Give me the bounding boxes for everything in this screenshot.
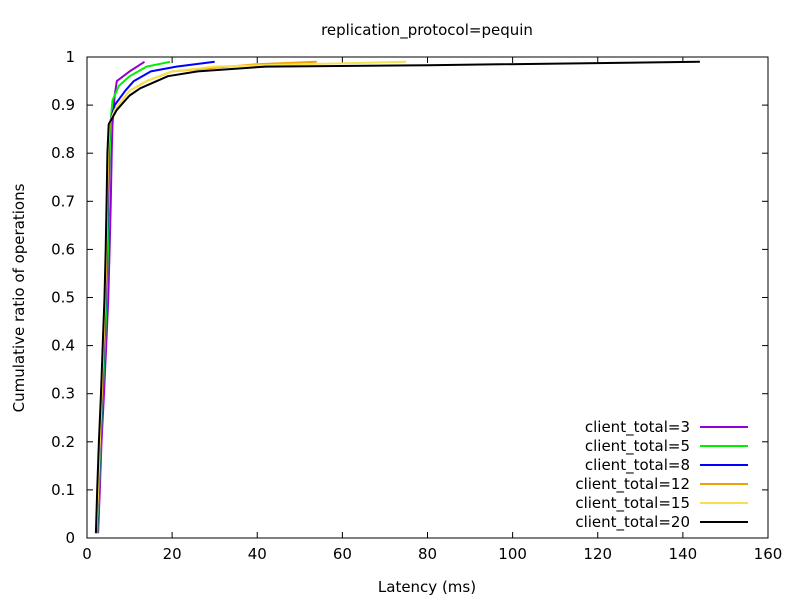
- series-lines: [94, 60, 700, 534]
- x-tick-label: 60: [333, 545, 352, 563]
- legend-label: client_total=8: [585, 456, 690, 475]
- x-tick-label: 140: [669, 545, 698, 563]
- y-tick-label: 0.8: [51, 144, 75, 162]
- x-tick-label: 20: [163, 545, 182, 563]
- x-tick-label: 0: [82, 545, 92, 563]
- y-tick-label: 0.7: [51, 192, 75, 210]
- plot-frame: [86, 56, 769, 539]
- y-tick-label: 0.4: [51, 337, 75, 355]
- x-tick-label: 120: [583, 545, 612, 563]
- axes: 0 20 40 60 80 100 120 140 160 0 0.1 0.2 0.3 0.4 0.5 0.6…: [51, 48, 782, 563]
- y-tick-label: 0.5: [51, 289, 75, 307]
- y-tick-label: 0.6: [51, 240, 75, 258]
- x-tick-label: 40: [248, 545, 267, 563]
- y-axis-label: Cumulative ratio of operations: [10, 183, 28, 412]
- legend-item: client_total=5: [585, 437, 748, 456]
- legend-item: client_total=20: [575, 513, 748, 532]
- legend: client_total=3client_total=5client_total…: [575, 418, 748, 532]
- y-tick-label: 0: [65, 529, 75, 547]
- y-tick-label: 0.9: [51, 96, 75, 114]
- x-tick-label: 100: [498, 545, 527, 563]
- legend-label: client_total=5: [585, 437, 690, 456]
- legend-item: client_total=12: [575, 475, 748, 494]
- legend-label: client_total=12: [575, 475, 690, 494]
- legend-item: client_total=8: [585, 456, 748, 475]
- y-tick-label: 0.2: [51, 433, 75, 451]
- legend-item: client_total=3: [585, 418, 748, 437]
- x-axis-label: Latency (ms): [378, 578, 476, 596]
- legend-item: client_total=15: [575, 494, 748, 513]
- y-tick-label: 1: [65, 48, 75, 66]
- y-tick-label: 0.3: [51, 385, 75, 403]
- x-tick-label: 160: [754, 545, 783, 563]
- y-tick-label: 0.1: [51, 481, 75, 499]
- chart-title: replication_protocol=pequin: [321, 21, 533, 40]
- legend-label: client_total=20: [575, 513, 690, 532]
- legend-label: client_total=15: [575, 494, 690, 513]
- series-line-6: [94, 60, 700, 534]
- legend-label: client_total=3: [585, 418, 690, 437]
- x-tick-label: 80: [418, 545, 437, 563]
